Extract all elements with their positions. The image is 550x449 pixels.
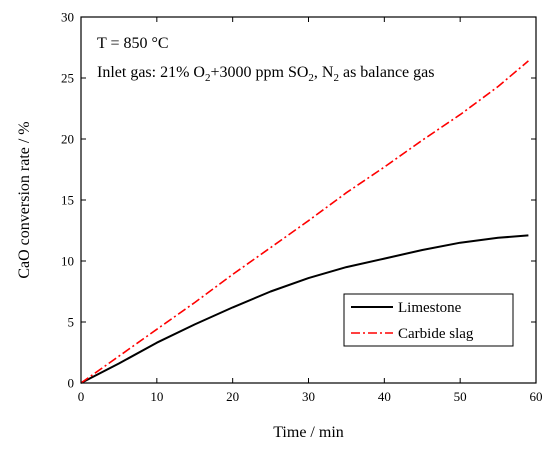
- x-tick-label: 50: [454, 389, 467, 404]
- x-tick-label: 20: [226, 389, 239, 404]
- gas-text: Inlet gas: 21% O: [97, 64, 205, 81]
- y-axis-label: CaO conversion rate / %: [16, 121, 33, 278]
- y-tick-label: 20: [61, 132, 74, 147]
- temperature-annotation: T = 850 °C: [97, 35, 169, 52]
- legend-label-limestone: Limestone: [398, 300, 462, 316]
- series-line-carbide-slag: [80, 60, 529, 384]
- gas-subscript: 2: [205, 72, 211, 84]
- gas-subscript: 2: [333, 72, 339, 84]
- gas-text: , N: [314, 64, 334, 81]
- y-tick-label: 5: [68, 315, 75, 330]
- y-tick-label: 10: [61, 254, 74, 269]
- y-tick-label: 30: [61, 10, 74, 25]
- inlet-gas-annotation: Inlet gas: 21% O2+3000 ppm SO2, N2 as ba…: [97, 64, 434, 84]
- x-tick-label: 40: [378, 389, 391, 404]
- y-axis: 0 5 10 15 20 25 30: [61, 10, 536, 391]
- legend: Limestone Carbide slag: [343, 293, 514, 347]
- legend-label-carbide-slag: Carbide slag: [398, 326, 474, 342]
- y-tick-label: 0: [68, 376, 75, 391]
- x-axis: 0 10 20 30 40 50 60: [78, 17, 543, 404]
- x-tick-label: 30: [302, 389, 315, 404]
- plot-area: 0 10 20 30 40 50 60 0 5 10 15 20 25 30: [61, 10, 543, 405]
- gas-subscript: 2: [308, 72, 314, 84]
- x-tick-label: 0: [78, 389, 85, 404]
- gas-text: as balance gas: [339, 64, 435, 81]
- y-tick-label: 15: [61, 193, 74, 208]
- legend-box: [343, 293, 514, 347]
- gas-text: +3000 ppm SO: [210, 64, 308, 81]
- y-tick-label: 25: [61, 71, 74, 86]
- series-line-limestone: [80, 234, 529, 384]
- x-axis-label: Time / min: [273, 424, 344, 441]
- x-tick-label: 10: [150, 389, 163, 404]
- series-group: [80, 60, 529, 384]
- x-tick-label: 60: [530, 389, 543, 404]
